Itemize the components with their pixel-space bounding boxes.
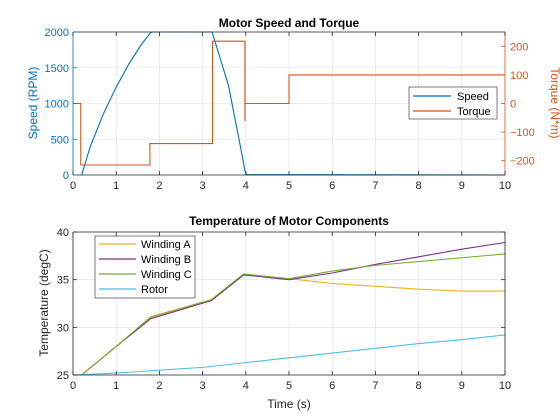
speed-torque-legend-box	[408, 86, 498, 120]
temperature-chart: 0 1 2 3 4 5 6 7 8 9 10 25 30 35 40 Temperature of Moto…	[37, 214, 511, 411]
bottom-x-tick-label-10: 10	[499, 380, 511, 392]
top-x-tick-label-3: 3	[200, 180, 206, 192]
series-line-rotor	[72, 334, 506, 376]
speed-torque-ticks: 0 1 2 3 4 5 6 7 8 9 100500100015002000−200−1000100…	[45, 27, 535, 192]
bottom-x-tick-label-9: 9	[459, 380, 465, 392]
legend-label-speed: Speed	[457, 91, 489, 103]
bottom-x-tick-label-8: 8	[416, 380, 422, 392]
bottom-x-tick-label-7: 7	[372, 380, 378, 392]
temperature-legend: Winding A Winding B Winding C Rotor	[94, 235, 196, 299]
top-x-tick-label-7: 7	[372, 180, 378, 192]
speed-torque-lines	[73, 31, 506, 176]
top-y2-tick-label--200: −200	[510, 156, 535, 168]
top-y2-tick-label-0: 0	[510, 99, 516, 111]
top-y-tick-label-500: 500	[51, 134, 69, 146]
top-y2-tick-label--100: −100	[510, 127, 535, 139]
bottom-y-tick-label-40: 40	[57, 227, 69, 239]
top-x-tick-label-5: 5	[286, 180, 292, 192]
top-x-tick-label-4: 4	[243, 180, 249, 192]
bottom-x-tick-label-1: 1	[113, 380, 119, 392]
top-y-tick-label-0: 0	[63, 170, 69, 182]
bottom-x-tick-label-3: 3	[200, 380, 206, 392]
top-x-tick-label-6: 6	[329, 180, 335, 192]
bottom-y-tick-label-35: 35	[57, 275, 69, 287]
torque-axis-label: Torque (N*m)	[548, 67, 560, 138]
series-line-winding-c	[73, 253, 506, 376]
legend-label-torque: Torque	[457, 106, 491, 118]
series-line-torque	[73, 40, 505, 166]
bottom-y-tick-label-30: 30	[57, 322, 69, 334]
top-x-tick-label-1: 1	[113, 180, 119, 192]
top-x-tick-label-8: 8	[416, 180, 422, 192]
top-x-tick-label-2: 2	[156, 180, 162, 192]
bottom-x-tick-label-0: 0	[70, 380, 76, 392]
temperature-title: Temperature of Motor Components	[189, 214, 389, 228]
temperature-axis-label: Temperature (degC)	[37, 249, 51, 356]
legend-label-rotor: Rotor	[141, 284, 168, 296]
speed-axis-label: Speed (RPM)	[26, 67, 40, 140]
bottom-x-tick-label-6: 6	[329, 380, 335, 392]
legend-label-winding-a: Winding A	[141, 239, 191, 251]
top-y-tick-label-1500: 1500	[45, 63, 69, 75]
top-y-tick-label-1000: 1000	[45, 99, 69, 111]
top-y2-tick-label-200: 200	[510, 41, 528, 53]
top-y-tick-label-2000: 2000	[45, 27, 69, 39]
bottom-y-tick-label-25: 25	[57, 370, 69, 382]
time-axis-label: Time (s)	[267, 397, 311, 411]
speed-torque-chart: 0 1 2 3 4 5 6 7 8 9 100500100015002000−200−1000100…	[26, 16, 560, 192]
bottom-x-tick-label-5: 5	[286, 380, 292, 392]
temperature-lines	[72, 241, 506, 376]
bottom-x-tick-label-4: 4	[243, 380, 249, 392]
legend-label-winding-b: Winding B	[141, 254, 191, 266]
speed-torque-title: Motor Speed and Torque	[219, 16, 360, 30]
legend-label-winding-c: Winding C	[141, 269, 192, 281]
temperature-legend-box	[94, 235, 196, 299]
speed-torque-legend: Speed Torque	[408, 86, 498, 120]
top-x-tick-label-0: 0	[70, 180, 76, 192]
bottom-x-tick-label-2: 2	[156, 380, 162, 392]
top-x-tick-label-10: 10	[499, 180, 511, 192]
top-y2-tick-label-100: 100	[510, 70, 528, 82]
temperature-ticks: 0 1 2 3 4 5 6 7 8 9 10 25 30 35 40	[57, 227, 511, 392]
series-line-speed	[81, 31, 506, 176]
top-x-tick-label-9: 9	[459, 180, 465, 192]
